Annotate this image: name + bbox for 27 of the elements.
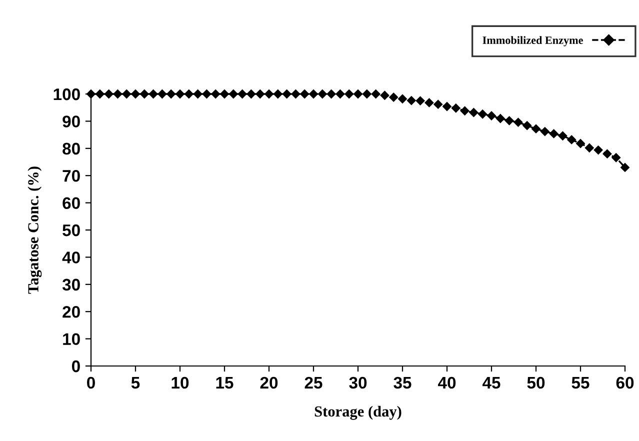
x-tick-label: 60 — [616, 376, 634, 389]
y-tick-label: 10 — [63, 333, 80, 346]
x-tick-label: 20 — [260, 376, 278, 389]
x-tick-label: 45 — [482, 377, 500, 389]
y-tick-label: 90 — [62, 116, 80, 128]
y-tick-label: 50 — [62, 224, 80, 236]
x-tick-label: 55 — [572, 377, 590, 389]
x-tick-label: 5 — [131, 377, 140, 389]
y-tick-label: 60 — [62, 197, 80, 210]
x-tick-label: 25 — [304, 376, 322, 389]
legend-label: Immobilized Enzyme — [482, 36, 583, 46]
x-tick-label: 0 — [87, 376, 95, 389]
x-tick-label: 30 — [349, 376, 367, 389]
x-tick-label: 15 — [216, 377, 234, 389]
y-tick-label: 100 — [54, 88, 80, 100]
x-tick-label: 50 — [527, 376, 545, 389]
x-axis-title: Storage (day) — [314, 406, 402, 420]
x-tick-label: 35 — [394, 376, 412, 389]
y-tick-label: 20 — [62, 306, 80, 318]
y-tick-label: 30 — [62, 278, 80, 291]
y-tick-label: 0 — [72, 360, 80, 372]
y-tick-label: 70 — [62, 170, 80, 182]
y-axis-title: Tagatose Conc. (%) — [28, 166, 42, 294]
x-tick-label: 40 — [438, 376, 456, 389]
x-tick-label: 10 — [172, 376, 189, 389]
y-tick-label: 40 — [62, 252, 80, 264]
y-tick-label: 80 — [62, 142, 80, 155]
